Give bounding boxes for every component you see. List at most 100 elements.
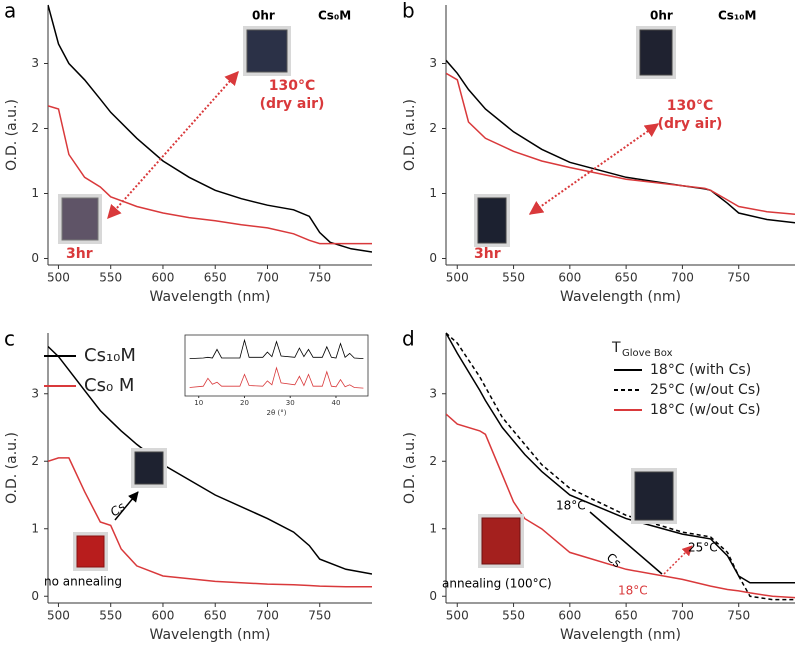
panel-label: b bbox=[402, 0, 415, 23]
x-tick-label: 500 bbox=[446, 609, 469, 623]
y-tick-label: 2 bbox=[429, 121, 437, 135]
sample-photo bbox=[134, 451, 164, 485]
arrow bbox=[107, 70, 239, 220]
series-line bbox=[446, 413, 795, 599]
sample-photo bbox=[246, 29, 288, 73]
y-tick-label: 1 bbox=[31, 521, 39, 535]
y-tick-label: 1 bbox=[31, 186, 39, 200]
legend-label: 25°C (w/out Cs) bbox=[650, 382, 761, 398]
x-tick-label: 10 bbox=[194, 399, 203, 407]
x-tick-label: 650 bbox=[615, 609, 638, 623]
sample-photo bbox=[481, 517, 521, 565]
annotation: 3hr bbox=[474, 246, 501, 262]
annotation: 18°C bbox=[618, 584, 648, 598]
legend-label: Cs₁₀M bbox=[84, 345, 136, 366]
x-tick-label: 600 bbox=[152, 609, 175, 623]
x-tick-label: 650 bbox=[204, 271, 227, 285]
y-axis-label: O.D. (a.u.) bbox=[402, 99, 418, 171]
annotation: 130°C bbox=[667, 98, 714, 114]
x-tick-label: 700 bbox=[671, 271, 694, 285]
x-tick-label: 750 bbox=[308, 271, 331, 285]
x-tick-label: 750 bbox=[727, 271, 750, 285]
annotation: (dry air) bbox=[658, 116, 723, 132]
y-tick-label: 1 bbox=[429, 186, 437, 200]
series-line bbox=[189, 366, 364, 389]
x-tick-label: 500 bbox=[446, 271, 469, 285]
y-tick-label: 2 bbox=[31, 121, 39, 135]
panel-label: d bbox=[402, 327, 415, 351]
series-line bbox=[446, 72, 795, 216]
sample-photo bbox=[634, 471, 674, 521]
y-tick-label: 2 bbox=[31, 454, 39, 468]
x-tick-label: 550 bbox=[502, 609, 525, 623]
x-tick-label: 750 bbox=[308, 609, 331, 623]
y-axis-label: O.D. (a.u.) bbox=[4, 99, 20, 171]
series-line bbox=[446, 332, 795, 584]
annotation: Cs bbox=[108, 499, 128, 519]
x-tick-label: 550 bbox=[99, 271, 122, 285]
y-axis-label: O.D. (a.u.) bbox=[4, 432, 20, 504]
x-tick-label: 600 bbox=[558, 609, 581, 623]
y-tick-label: 0 bbox=[429, 589, 437, 603]
arrow bbox=[663, 545, 693, 575]
legend-label: 18°C (w/out Cs) bbox=[650, 402, 761, 418]
arrow bbox=[114, 491, 139, 521]
y-tick-label: 2 bbox=[429, 454, 437, 468]
annotation: 25°C bbox=[688, 541, 718, 555]
x-axis-label: Wavelength (nm) bbox=[560, 289, 681, 305]
x-tick-label: 650 bbox=[204, 609, 227, 623]
x-tick-label: 750 bbox=[727, 609, 750, 623]
panel-label: c bbox=[4, 327, 15, 351]
legend-title-sub: Glove Box bbox=[622, 348, 673, 359]
sample-photo bbox=[477, 197, 507, 244]
annotation: 0hr bbox=[252, 9, 275, 23]
sample-photo bbox=[639, 29, 673, 76]
sample-photo bbox=[61, 197, 99, 241]
annotation: 130°C bbox=[269, 78, 316, 94]
x-tick-label: 600 bbox=[152, 271, 175, 285]
annotation: 3hr bbox=[66, 246, 93, 262]
y-tick-label: 3 bbox=[31, 56, 39, 70]
x-tick-label: 500 bbox=[47, 271, 70, 285]
series-line bbox=[48, 457, 372, 588]
y-tick-label: 0 bbox=[31, 251, 39, 265]
y-tick-label: 3 bbox=[429, 386, 437, 400]
legend-label: 18°C (with Cs) bbox=[650, 362, 751, 378]
annotation: Cs₀M bbox=[318, 9, 351, 23]
x-tick-label: 40 bbox=[332, 399, 341, 407]
annotation: 18°C bbox=[556, 499, 586, 513]
y-tick-label: 1 bbox=[429, 521, 437, 535]
x-axis-label: Wavelength (nm) bbox=[150, 289, 271, 305]
series-line bbox=[446, 332, 795, 601]
series-line bbox=[48, 105, 372, 245]
x-tick-label: 550 bbox=[99, 609, 122, 623]
annotation: no annealing bbox=[44, 575, 122, 589]
x-tick-label: 30 bbox=[286, 399, 295, 407]
annotation: annealing (100°C) bbox=[442, 577, 552, 591]
annotation: Cs₁₀M bbox=[718, 9, 756, 23]
x-tick-label: 550 bbox=[502, 271, 525, 285]
x-tick-label: 650 bbox=[615, 271, 638, 285]
annotation: 0hr bbox=[650, 9, 673, 23]
connector bbox=[589, 511, 663, 575]
x-tick-label: 700 bbox=[671, 609, 694, 623]
sample-photo bbox=[76, 535, 105, 568]
x-axis-label: 2θ (°) bbox=[267, 409, 287, 417]
panel-label: a bbox=[4, 0, 16, 23]
inset-frame bbox=[184, 334, 369, 397]
x-axis-label: Wavelength (nm) bbox=[560, 627, 681, 643]
x-tick-label: 500 bbox=[47, 609, 70, 623]
x-tick-label: 20 bbox=[240, 399, 249, 407]
x-tick-label: 600 bbox=[558, 271, 581, 285]
x-tick-label: 700 bbox=[256, 271, 279, 285]
x-tick-label: 700 bbox=[256, 609, 279, 623]
legend-label: Cs₀ M bbox=[84, 375, 134, 396]
legend-title: T bbox=[611, 340, 621, 356]
y-tick-label: 0 bbox=[429, 251, 437, 265]
y-tick-label: 3 bbox=[31, 386, 39, 400]
series-line bbox=[189, 338, 364, 359]
y-axis-label: O.D. (a.u.) bbox=[402, 432, 418, 504]
annotation: (dry air) bbox=[260, 96, 325, 112]
x-axis-label: Wavelength (nm) bbox=[150, 627, 271, 643]
